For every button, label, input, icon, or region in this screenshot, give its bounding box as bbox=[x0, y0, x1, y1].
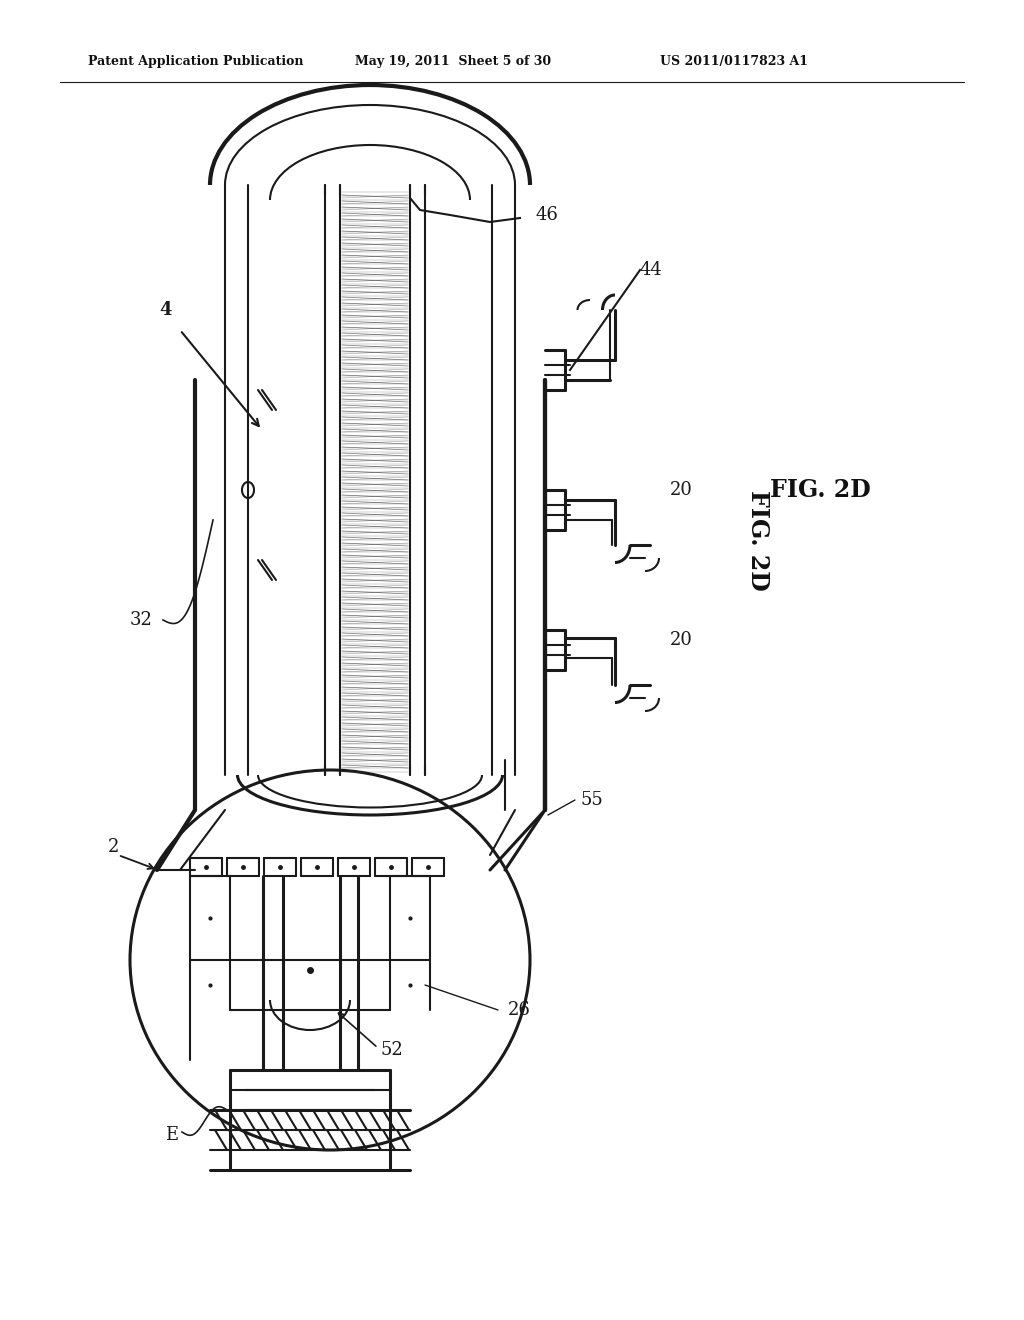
Text: 20: 20 bbox=[670, 631, 693, 649]
Text: 4: 4 bbox=[159, 301, 171, 319]
Text: FIG. 2D: FIG. 2D bbox=[746, 490, 770, 591]
Text: FIG. 2D: FIG. 2D bbox=[770, 478, 870, 502]
Text: 44: 44 bbox=[640, 261, 663, 279]
Text: 52: 52 bbox=[380, 1041, 402, 1059]
Text: 26: 26 bbox=[508, 1001, 530, 1019]
Text: 20: 20 bbox=[670, 480, 693, 499]
Text: US 2011/0117823 A1: US 2011/0117823 A1 bbox=[660, 55, 808, 69]
Text: May 19, 2011  Sheet 5 of 30: May 19, 2011 Sheet 5 of 30 bbox=[355, 55, 551, 69]
Text: 2: 2 bbox=[108, 838, 120, 855]
Text: 46: 46 bbox=[535, 206, 558, 224]
Text: E: E bbox=[165, 1126, 178, 1144]
Text: 55: 55 bbox=[580, 791, 603, 809]
Text: 32: 32 bbox=[130, 611, 153, 630]
Text: Patent Application Publication: Patent Application Publication bbox=[88, 55, 303, 69]
